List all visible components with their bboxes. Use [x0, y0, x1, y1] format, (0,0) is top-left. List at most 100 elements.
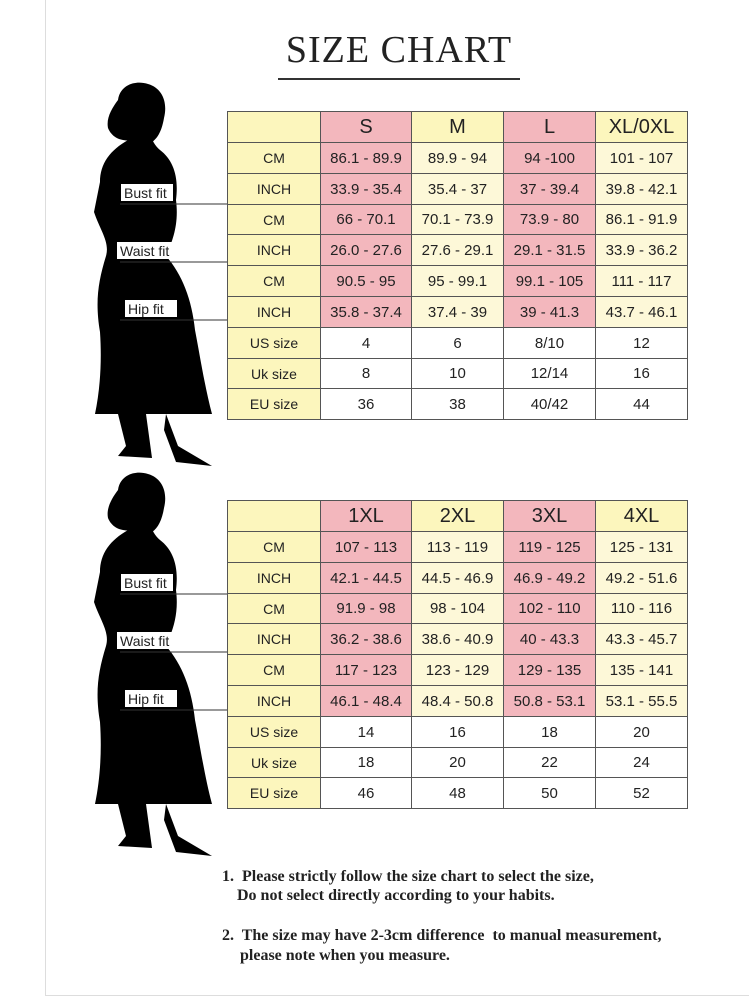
size-header: 3XL: [503, 500, 596, 532]
size-value: 52: [595, 777, 688, 809]
size-value: 43.3 - 45.7: [595, 623, 688, 655]
size-value: 40/42: [503, 388, 596, 420]
size-value: 91.9 - 98: [320, 593, 412, 624]
size-value: 35.4 - 37: [411, 173, 504, 205]
silhouette: [94, 82, 212, 467]
size-value: 20: [595, 716, 688, 748]
note: please note when you measure.: [240, 947, 450, 964]
size-value: 48.4 - 50.8: [411, 685, 504, 717]
size-value: 39 - 41.3: [503, 296, 596, 328]
row-label: CM: [227, 654, 321, 686]
size-value: 8/10: [503, 327, 596, 359]
size-value: 48: [411, 777, 504, 809]
fit-label: Hip fit: [128, 301, 164, 317]
size-value: 94 -100: [503, 142, 596, 174]
row-label: INCH: [227, 562, 321, 594]
row-label: US size: [227, 327, 321, 359]
size-value: 70.1 - 73.9: [411, 204, 504, 235]
size-value: 99.1 - 105: [503, 265, 596, 297]
size-value: 36.2 - 38.6: [320, 623, 412, 655]
fit-label: Waist fit: [120, 243, 169, 259]
size-value: 8: [320, 358, 412, 389]
fit-label-bg: [121, 574, 173, 591]
row-label: INCH: [227, 685, 321, 717]
size-value: 14: [320, 716, 412, 748]
row-label: INCH: [227, 173, 321, 205]
size-value: 37.4 - 39: [411, 296, 504, 328]
size-value: 111 - 117: [595, 265, 688, 297]
fit-label: Hip fit: [128, 691, 164, 707]
size-value: 66 - 70.1: [320, 204, 412, 235]
size-header: 1XL: [320, 500, 412, 532]
size-value: 36: [320, 388, 412, 420]
size-value: 86.1 - 89.9: [320, 142, 412, 174]
fit-label: Bust fit: [124, 575, 167, 591]
size-value: 110 - 116: [595, 593, 688, 624]
size-value: 46.1 - 48.4: [320, 685, 412, 717]
corner-cell: [227, 111, 321, 143]
row-label: INCH: [227, 623, 321, 655]
size-value: 18: [320, 747, 412, 778]
size-value: 12/14: [503, 358, 596, 389]
size-value: 102 - 110: [503, 593, 596, 624]
row-label: CM: [227, 531, 321, 563]
row-label: EU size: [227, 388, 321, 420]
fit-label: Bust fit: [124, 185, 167, 201]
size-header: M: [411, 111, 504, 143]
size-header: L: [503, 111, 596, 143]
size-value: 10: [411, 358, 504, 389]
size-value: 18: [503, 716, 596, 748]
note: Do not select directly according to your…: [237, 887, 555, 904]
fit-label-bg: [117, 632, 177, 649]
size-header: 2XL: [411, 500, 504, 532]
row-label: US size: [227, 716, 321, 748]
size-value: 46.9 - 49.2: [503, 562, 596, 594]
size-value: 125 - 131: [595, 531, 688, 563]
size-value: 4: [320, 327, 412, 359]
row-label: Uk size: [227, 747, 321, 778]
fit-label-bg: [121, 184, 173, 201]
size-value: 26.0 - 27.6: [320, 234, 412, 266]
size-value: 16: [595, 358, 688, 389]
size-value: 38.6 - 40.9: [411, 623, 504, 655]
size-value: 38: [411, 388, 504, 420]
size-value: 22: [503, 747, 596, 778]
size-value: 86.1 - 91.9: [595, 204, 688, 235]
size-header: XL/0XL: [595, 111, 688, 143]
size-value: 117 - 123: [320, 654, 412, 686]
size-value: 95 - 99.1: [411, 265, 504, 297]
row-label: INCH: [227, 234, 321, 266]
size-value: 123 - 129: [411, 654, 504, 686]
note: 1. Please strictly follow the size chart…: [222, 868, 594, 885]
size-value: 46: [320, 777, 412, 809]
size-value: 43.7 - 46.1: [595, 296, 688, 328]
silhouette: [94, 472, 212, 856]
size-value: 27.6 - 29.1: [411, 234, 504, 266]
size-value: 16: [411, 716, 504, 748]
row-label: INCH: [227, 296, 321, 328]
size-value: 24: [595, 747, 688, 778]
size-header: S: [320, 111, 412, 143]
corner-cell: [227, 500, 321, 532]
size-value: 37 - 39.4: [503, 173, 596, 205]
size-value: 101 - 107: [595, 142, 688, 174]
size-value: 98 - 104: [411, 593, 504, 624]
note: 2. The size may have 2-3cm difference to…: [222, 927, 662, 944]
fit-label-bg: [125, 300, 177, 317]
title: SIZE CHART: [285, 29, 513, 71]
row-label: Uk size: [227, 358, 321, 389]
row-label: CM: [227, 265, 321, 297]
size-value: 6: [411, 327, 504, 359]
size-value: 89.9 - 94: [411, 142, 504, 174]
row-label: EU size: [227, 777, 321, 809]
size-value: 107 - 113: [320, 531, 412, 563]
size-header: 4XL: [595, 500, 688, 532]
size-value: 33.9 - 36.2: [595, 234, 688, 266]
fit-label-bg: [125, 690, 177, 707]
size-value: 113 - 119: [411, 531, 504, 563]
size-value: 29.1 - 31.5: [503, 234, 596, 266]
size-value: 50: [503, 777, 596, 809]
size-value: 33.9 - 35.4: [320, 173, 412, 205]
